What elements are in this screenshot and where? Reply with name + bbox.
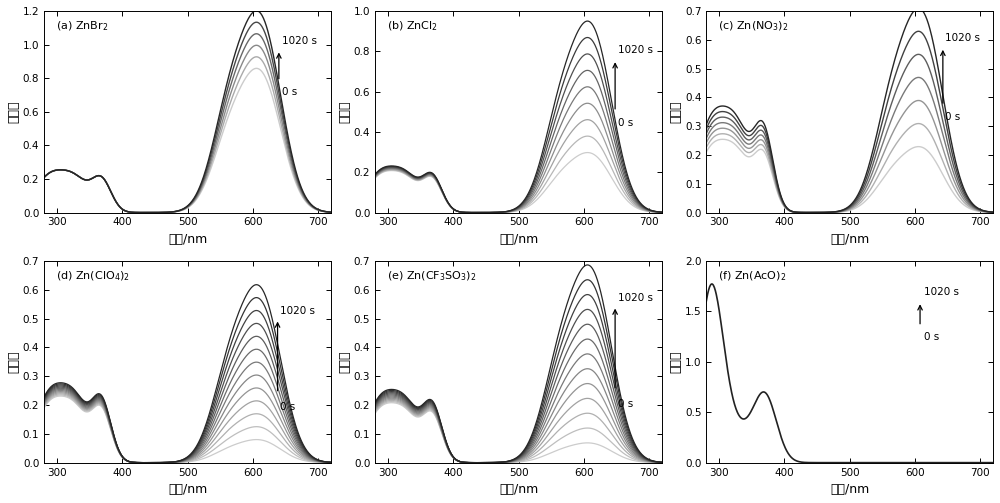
Text: 1020 s: 1020 s xyxy=(618,293,653,303)
X-axis label: 波长/nm: 波长/nm xyxy=(830,483,869,496)
Text: 1020 s: 1020 s xyxy=(282,36,317,46)
Text: 0 s: 0 s xyxy=(945,112,961,122)
Text: (e) Zn(CF$_3$SO$_3$)$_2$: (e) Zn(CF$_3$SO$_3$)$_2$ xyxy=(387,269,476,283)
Y-axis label: 吸光度: 吸光度 xyxy=(669,101,682,123)
Y-axis label: 吸光度: 吸光度 xyxy=(669,351,682,373)
Text: (f) Zn(AcO)$_2$: (f) Zn(AcO)$_2$ xyxy=(718,269,786,283)
X-axis label: 波长/nm: 波长/nm xyxy=(499,483,538,496)
X-axis label: 波长/nm: 波长/nm xyxy=(168,233,207,246)
Y-axis label: 吸光度: 吸光度 xyxy=(7,351,20,373)
Text: 0 s: 0 s xyxy=(280,402,295,412)
Text: 1020 s: 1020 s xyxy=(924,287,959,297)
Text: 0 s: 0 s xyxy=(924,331,939,342)
Y-axis label: 吸光度: 吸光度 xyxy=(338,351,351,373)
Text: (d) Zn(ClO$_4$)$_2$: (d) Zn(ClO$_4$)$_2$ xyxy=(56,269,130,283)
Text: 0 s: 0 s xyxy=(618,118,633,128)
X-axis label: 波长/nm: 波长/nm xyxy=(830,233,869,246)
Y-axis label: 吸光度: 吸光度 xyxy=(338,101,351,123)
X-axis label: 波长/nm: 波长/nm xyxy=(168,483,207,496)
Y-axis label: 吸光度: 吸光度 xyxy=(7,101,20,123)
X-axis label: 波长/nm: 波长/nm xyxy=(499,233,538,246)
Text: 0 s: 0 s xyxy=(618,399,633,409)
Text: (a) ZnBr$_2$: (a) ZnBr$_2$ xyxy=(56,19,108,33)
Text: 1020 s: 1020 s xyxy=(618,45,653,55)
Text: (c) Zn(NO$_3$)$_2$: (c) Zn(NO$_3$)$_2$ xyxy=(718,19,788,33)
Text: 1020 s: 1020 s xyxy=(945,33,980,43)
Text: 0 s: 0 s xyxy=(282,87,297,97)
Text: (b) ZnCl$_2$: (b) ZnCl$_2$ xyxy=(387,19,438,33)
Text: 1020 s: 1020 s xyxy=(280,306,315,316)
